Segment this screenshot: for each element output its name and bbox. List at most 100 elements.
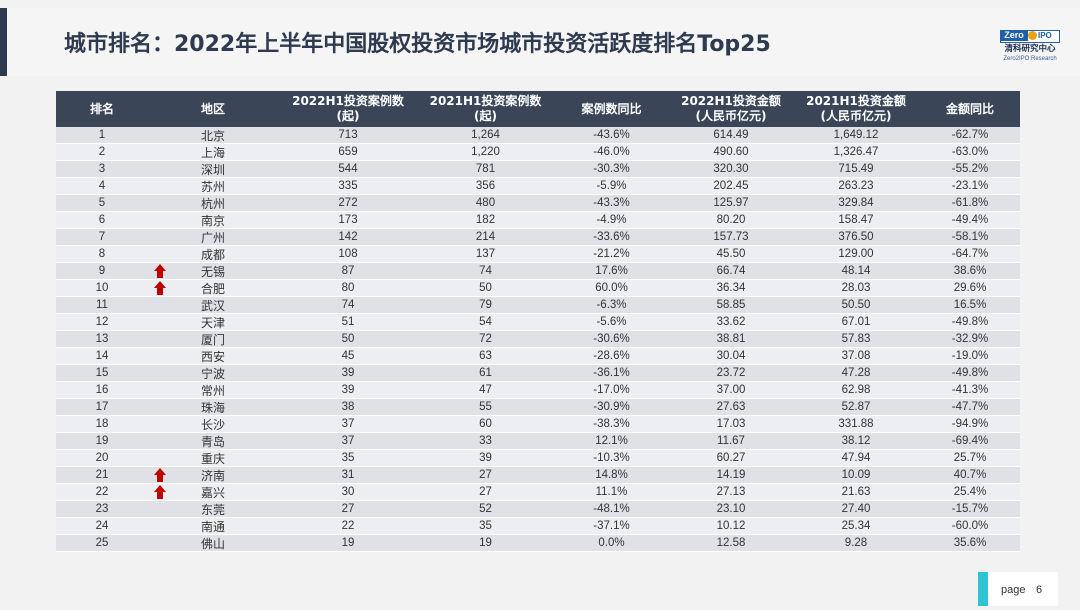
amount-2021h1-cell-text: 263.23 (838, 180, 874, 192)
cases-yoy-cell-text: -36.1% (593, 367, 630, 379)
cases-2021h1-cell-text: 63 (479, 350, 492, 362)
cases-2021h1-cell: 33 (418, 433, 553, 449)
amount-2021h1-cell-text: 1,649.12 (833, 129, 879, 141)
cases-2021h1-cell: 47 (418, 382, 553, 398)
cases-2021h1-cell: 54 (418, 314, 553, 330)
cases-yoy-cell-text: -5.9% (596, 180, 627, 192)
cases-2021h1-cell: 52 (418, 501, 553, 517)
amount-2021h1-cell: 28.03 (792, 280, 920, 296)
cases-yoy-cell: 12.1% (553, 433, 670, 449)
rank-cell-text: 19 (95, 435, 109, 447)
column-header-line1: 2021H1投资案例数 (429, 94, 542, 108)
cases-2021h1-cell-text: 35 (479, 520, 492, 532)
region-cell-text: 上海 (200, 145, 225, 160)
cases-2022h1-cell: 108 (278, 246, 418, 262)
amount-2022h1-cell-text: 157.73 (713, 231, 749, 243)
cases-2021h1-cell: 61 (418, 365, 553, 381)
amount-yoy-cell: -55.2% (920, 161, 1020, 177)
table-row: 4 苏州 335 356 -5.9% 202.45 263.23 -23.1% (56, 178, 1020, 195)
table-row: 2 上海 659 1,220 -46.0% 490.60 1,326.47 -63.0% (56, 144, 1020, 161)
cases-yoy-cell: -5.6% (553, 314, 670, 330)
column-header-line2: (人民币亿元) (695, 109, 767, 123)
region-cell: 苏州 (148, 178, 278, 194)
cases-2021h1-cell: 27 (418, 467, 553, 483)
cases-2021h1-cell: 137 (418, 246, 553, 262)
amount-2021h1-cell: 47.28 (792, 365, 920, 381)
amount-yoy-cell: 29.6% (920, 280, 1020, 296)
cases-2021h1-cell-text: 480 (475, 197, 496, 209)
rank-cell-text: 9 (98, 265, 106, 277)
amount-2021h1-cell: 10.09 (792, 467, 920, 483)
rank-cell-text: 17 (95, 401, 109, 413)
cases-2021h1-cell-text: 52 (479, 503, 492, 515)
amount-2021h1-cell: 129.00 (792, 246, 920, 262)
amount-yoy-cell: -49.8% (920, 314, 1020, 330)
region-cell: 成都 (148, 246, 278, 262)
region-cell: 天津 (148, 314, 278, 330)
cases-2022h1-cell: 19 (278, 535, 418, 551)
cases-2021h1-cell-text: 47 (479, 384, 492, 396)
amount-yoy-cell: 25.4% (920, 484, 1020, 500)
amount-yoy-cell-text: -32.9% (951, 333, 989, 345)
red-up-arrow-icon (153, 484, 166, 499)
amount-yoy-cell: 25.7% (920, 450, 1020, 466)
table-row: 18 长沙 37 60 -38.3% 17.03 331.88 -94.9% (56, 416, 1020, 433)
cases-2022h1-cell: 51 (278, 314, 418, 330)
cases-yoy-cell: 0.0% (553, 535, 670, 551)
amount-yoy-cell: -62.7% (920, 127, 1020, 143)
rank-cell: 24 (56, 518, 148, 534)
cases-yoy-cell: 17.6% (553, 263, 670, 279)
amount-2021h1-cell-text: 9.28 (844, 537, 868, 549)
amount-2021h1-cell: 52.87 (792, 399, 920, 415)
cases-yoy-cell: 14.8% (553, 467, 670, 483)
cases-yoy-cell: -30.9% (553, 399, 670, 415)
cases-2022h1-cell-text: 108 (338, 248, 358, 260)
column-header-text: 地区 (201, 102, 225, 117)
cases-2022h1-cell-text: 31 (341, 469, 355, 481)
rank-cell-text: 1 (98, 129, 106, 141)
amount-2021h1-cell-text: 329.84 (838, 197, 874, 209)
region-cell-text: 常州 (200, 383, 225, 398)
cases-2022h1-cell: 80 (278, 280, 418, 296)
cases-2022h1-cell-text: 39 (341, 384, 355, 396)
rank-cell-text: 12 (95, 316, 109, 328)
amount-2022h1-cell-text: 490.60 (713, 146, 749, 158)
region-cell-text: 宁波 (200, 366, 225, 381)
amount-2022h1-cell: 37.00 (670, 382, 792, 398)
rank-cell-text: 21 (95, 469, 109, 481)
column-header-text: 2021H1投资案例数 (起) (430, 94, 542, 124)
rank-cell-text: 20 (95, 452, 109, 464)
cases-2022h1-cell-text: 335 (338, 180, 358, 192)
cases-2021h1-cell: 63 (418, 348, 553, 364)
column-header: 地区 (148, 91, 278, 127)
logo-english-name: Zero2IPO Research (1003, 56, 1057, 62)
rank-cell-text: 8 (98, 248, 106, 260)
cases-2022h1-cell: 142 (278, 229, 418, 245)
cases-2021h1-cell: 50 (418, 280, 553, 296)
amount-yoy-cell: -69.4% (920, 433, 1020, 449)
column-header: 2021H1投资金额 (人民币亿元) (792, 91, 920, 127)
cases-2021h1-cell-text: 1,220 (471, 146, 500, 158)
region-cell: 珠海 (148, 399, 278, 415)
region-cell: 杭州 (148, 195, 278, 211)
amount-yoy-cell-text: 16.5% (953, 299, 987, 311)
amount-2022h1-cell-text: 320.30 (713, 163, 749, 175)
column-header: 金额同比 (920, 91, 1020, 127)
cases-2022h1-cell: 87 (278, 263, 418, 279)
amount-yoy-cell-text: -94.9% (951, 418, 989, 430)
table-row: 20 重庆 35 39 -10.3% 60.27 47.94 25.7% (56, 450, 1020, 467)
region-cell: 上海 (148, 144, 278, 160)
region-cell: 重庆 (148, 450, 278, 466)
amount-2022h1-cell: 38.81 (670, 331, 792, 347)
amount-2021h1-cell: 329.84 (792, 195, 920, 211)
table-row: 7 广州 142 214 -33.6% 157.73 376.50 -58.1% (56, 229, 1020, 246)
amount-2021h1-cell-text: 715.49 (838, 163, 874, 175)
rank-cell-text: 10 (95, 282, 109, 294)
cases-yoy-cell: -4.9% (553, 212, 670, 228)
cases-yoy-cell-text: 60.0% (595, 282, 628, 294)
amount-2022h1-cell-text: 33.62 (716, 316, 746, 328)
cases-2021h1-cell: 781 (418, 161, 553, 177)
rank-cell: 9 (56, 263, 148, 279)
region-cell-text: 无锡 (153, 263, 225, 280)
cases-yoy-cell-text: -43.6% (593, 129, 630, 141)
